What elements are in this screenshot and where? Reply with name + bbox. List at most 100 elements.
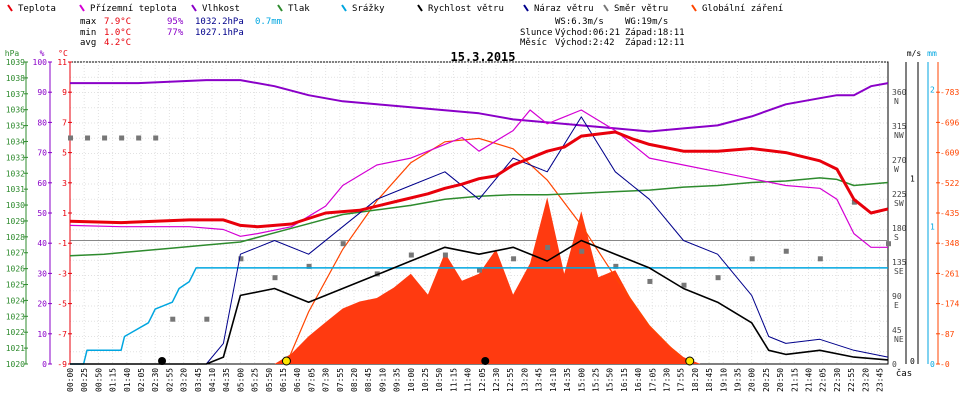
pct-tick-label: 40: [37, 239, 47, 248]
stat-wg: WG:19m/s: [625, 17, 668, 27]
deg-tick-label: 360: [892, 88, 907, 97]
deg-tick-label: 225: [892, 190, 907, 199]
ms-tick-label: 1: [910, 175, 915, 184]
stat-label: avg: [80, 38, 96, 48]
stat-temp: 7.9°C: [104, 17, 131, 27]
time-tick-label: 16:40: [634, 368, 643, 392]
rad-tick-label: -609: [940, 149, 959, 158]
series-clear-sky-line: [285, 137, 691, 365]
series-direction-point: [136, 135, 142, 141]
time-tick-label: 20:50: [776, 368, 785, 392]
series-radiation-area: [70, 197, 888, 364]
direction-label: E: [894, 301, 899, 310]
celsius-tick-label: 9: [62, 88, 67, 97]
ms-tick-label: 0: [910, 357, 915, 366]
time-tick-label: 17:30: [662, 368, 671, 392]
time-tick-label: 02:55: [165, 368, 174, 392]
time-tick-label: 04:10: [208, 368, 217, 392]
time-tick-label: 13:45: [535, 368, 544, 392]
time-tick-label: 01:15: [109, 368, 118, 392]
time-tick-label: 10:25: [421, 368, 430, 392]
series: [68, 79, 891, 365]
series-direction-point: [204, 316, 210, 322]
celsius-tick-label: -7: [57, 330, 67, 339]
ms-unit-label: m/s: [907, 49, 922, 58]
time-tick-label: 18:20: [691, 368, 700, 392]
celsius-unit-label: °C: [58, 49, 68, 58]
hpa-tick-label: 1033: [6, 153, 25, 162]
rad-tick-label: -783: [940, 88, 959, 97]
time-tick-label: 01:40: [123, 368, 132, 392]
pct-tick-label: 50: [37, 209, 47, 218]
time-tick-label: 00:25: [80, 368, 89, 392]
hpa-tick-label: 1027: [6, 249, 25, 258]
mm-tick-label: 1: [930, 223, 935, 232]
time-tick-label: 12:05: [478, 368, 487, 392]
deg-tick-label: 135: [892, 258, 907, 267]
series-direction-point: [715, 275, 721, 281]
rad-tick-label: -435: [940, 209, 959, 218]
time-tick-label: 03:20: [180, 368, 189, 392]
series-direction-point: [238, 256, 244, 262]
legend-swatch: [691, 4, 697, 12]
grid: 00:00 00:25 00:50 01:15 01:40 02:05 02:30 02:55…: [66, 61, 912, 392]
series-line-p-zemn-teplota: [69, 109, 888, 248]
series-direction-point: [783, 248, 789, 254]
time-tick-label: 23:45: [875, 368, 884, 392]
mm-tick-label: 2: [930, 85, 935, 94]
stat-rain: 0.7mm: [255, 17, 282, 27]
series-line-teplota: [69, 130, 889, 229]
hpa-tick-label: 1024: [6, 296, 25, 305]
legend-label: Náraz větru: [534, 4, 594, 14]
hpa-tick-label: 1026: [6, 265, 25, 274]
deg-tick-label: 270: [892, 156, 907, 165]
series-direction-point: [749, 256, 755, 262]
celsius-tick-label: 3: [62, 179, 67, 188]
moonrise-marker: [158, 357, 167, 365]
stat-temp: 1.0°C: [104, 28, 131, 38]
series-direction-point: [545, 244, 551, 250]
rad-tick-label: -174: [940, 300, 959, 309]
deg-tick-label: 315: [892, 122, 907, 131]
stat-humidity: 77%: [167, 28, 184, 38]
hpa-tick-label: 1030: [6, 201, 25, 210]
time-tick-label: 19:35: [733, 368, 742, 392]
time-tick-label: 07:05: [307, 368, 316, 392]
time-tick-label: 12:55: [506, 368, 515, 392]
series-direction-point: [306, 263, 312, 269]
chart-title: 15.3.2015: [450, 50, 515, 64]
sun-label: Slunce: [520, 28, 553, 38]
time-tick-label: 20:00: [748, 368, 757, 392]
series-line-tlak: [69, 177, 889, 257]
series-direction-point: [85, 135, 91, 141]
time-tick-label: 15:00: [577, 368, 586, 392]
direction-label: W: [894, 165, 899, 174]
time-tick-label: 00:00: [66, 368, 75, 392]
deg-tick-label: 180: [892, 224, 907, 233]
series-direction-point: [851, 199, 857, 205]
time-unit-label: čas: [896, 368, 912, 379]
rad-tick-label: -0: [940, 360, 950, 369]
celsius-tick-label: 5: [62, 149, 67, 158]
pct-tick-label: 30: [37, 269, 47, 278]
stat-pressure: 1032.2hPa: [195, 17, 244, 27]
rad-tick-label: -87: [940, 330, 955, 339]
series-direction-point: [68, 135, 73, 141]
time-tick-label: 12:30: [492, 368, 501, 392]
time-tick-label: 21:40: [804, 368, 813, 392]
pct-tick-label: 60: [37, 179, 47, 188]
series-line-sr-ky: [70, 267, 888, 365]
hpa-tick-label: 1029: [6, 217, 25, 226]
series-line-n-raz-v-tru: [70, 116, 889, 365]
moon-label: Měsíc: [520, 38, 547, 48]
time-tick-label: 07:55: [336, 368, 345, 392]
celsius-tick-label: -9: [57, 360, 67, 369]
direction-label: S: [894, 233, 899, 242]
legend-label: Teplota: [18, 4, 56, 14]
hpa-tick-label: 1022: [6, 328, 25, 337]
hpa-tick-label: 1031: [6, 185, 25, 194]
time-tick-label: 14:35: [563, 368, 572, 392]
time-tick-label: 07:30: [322, 368, 331, 392]
time-tick-label: 20:25: [762, 368, 771, 392]
